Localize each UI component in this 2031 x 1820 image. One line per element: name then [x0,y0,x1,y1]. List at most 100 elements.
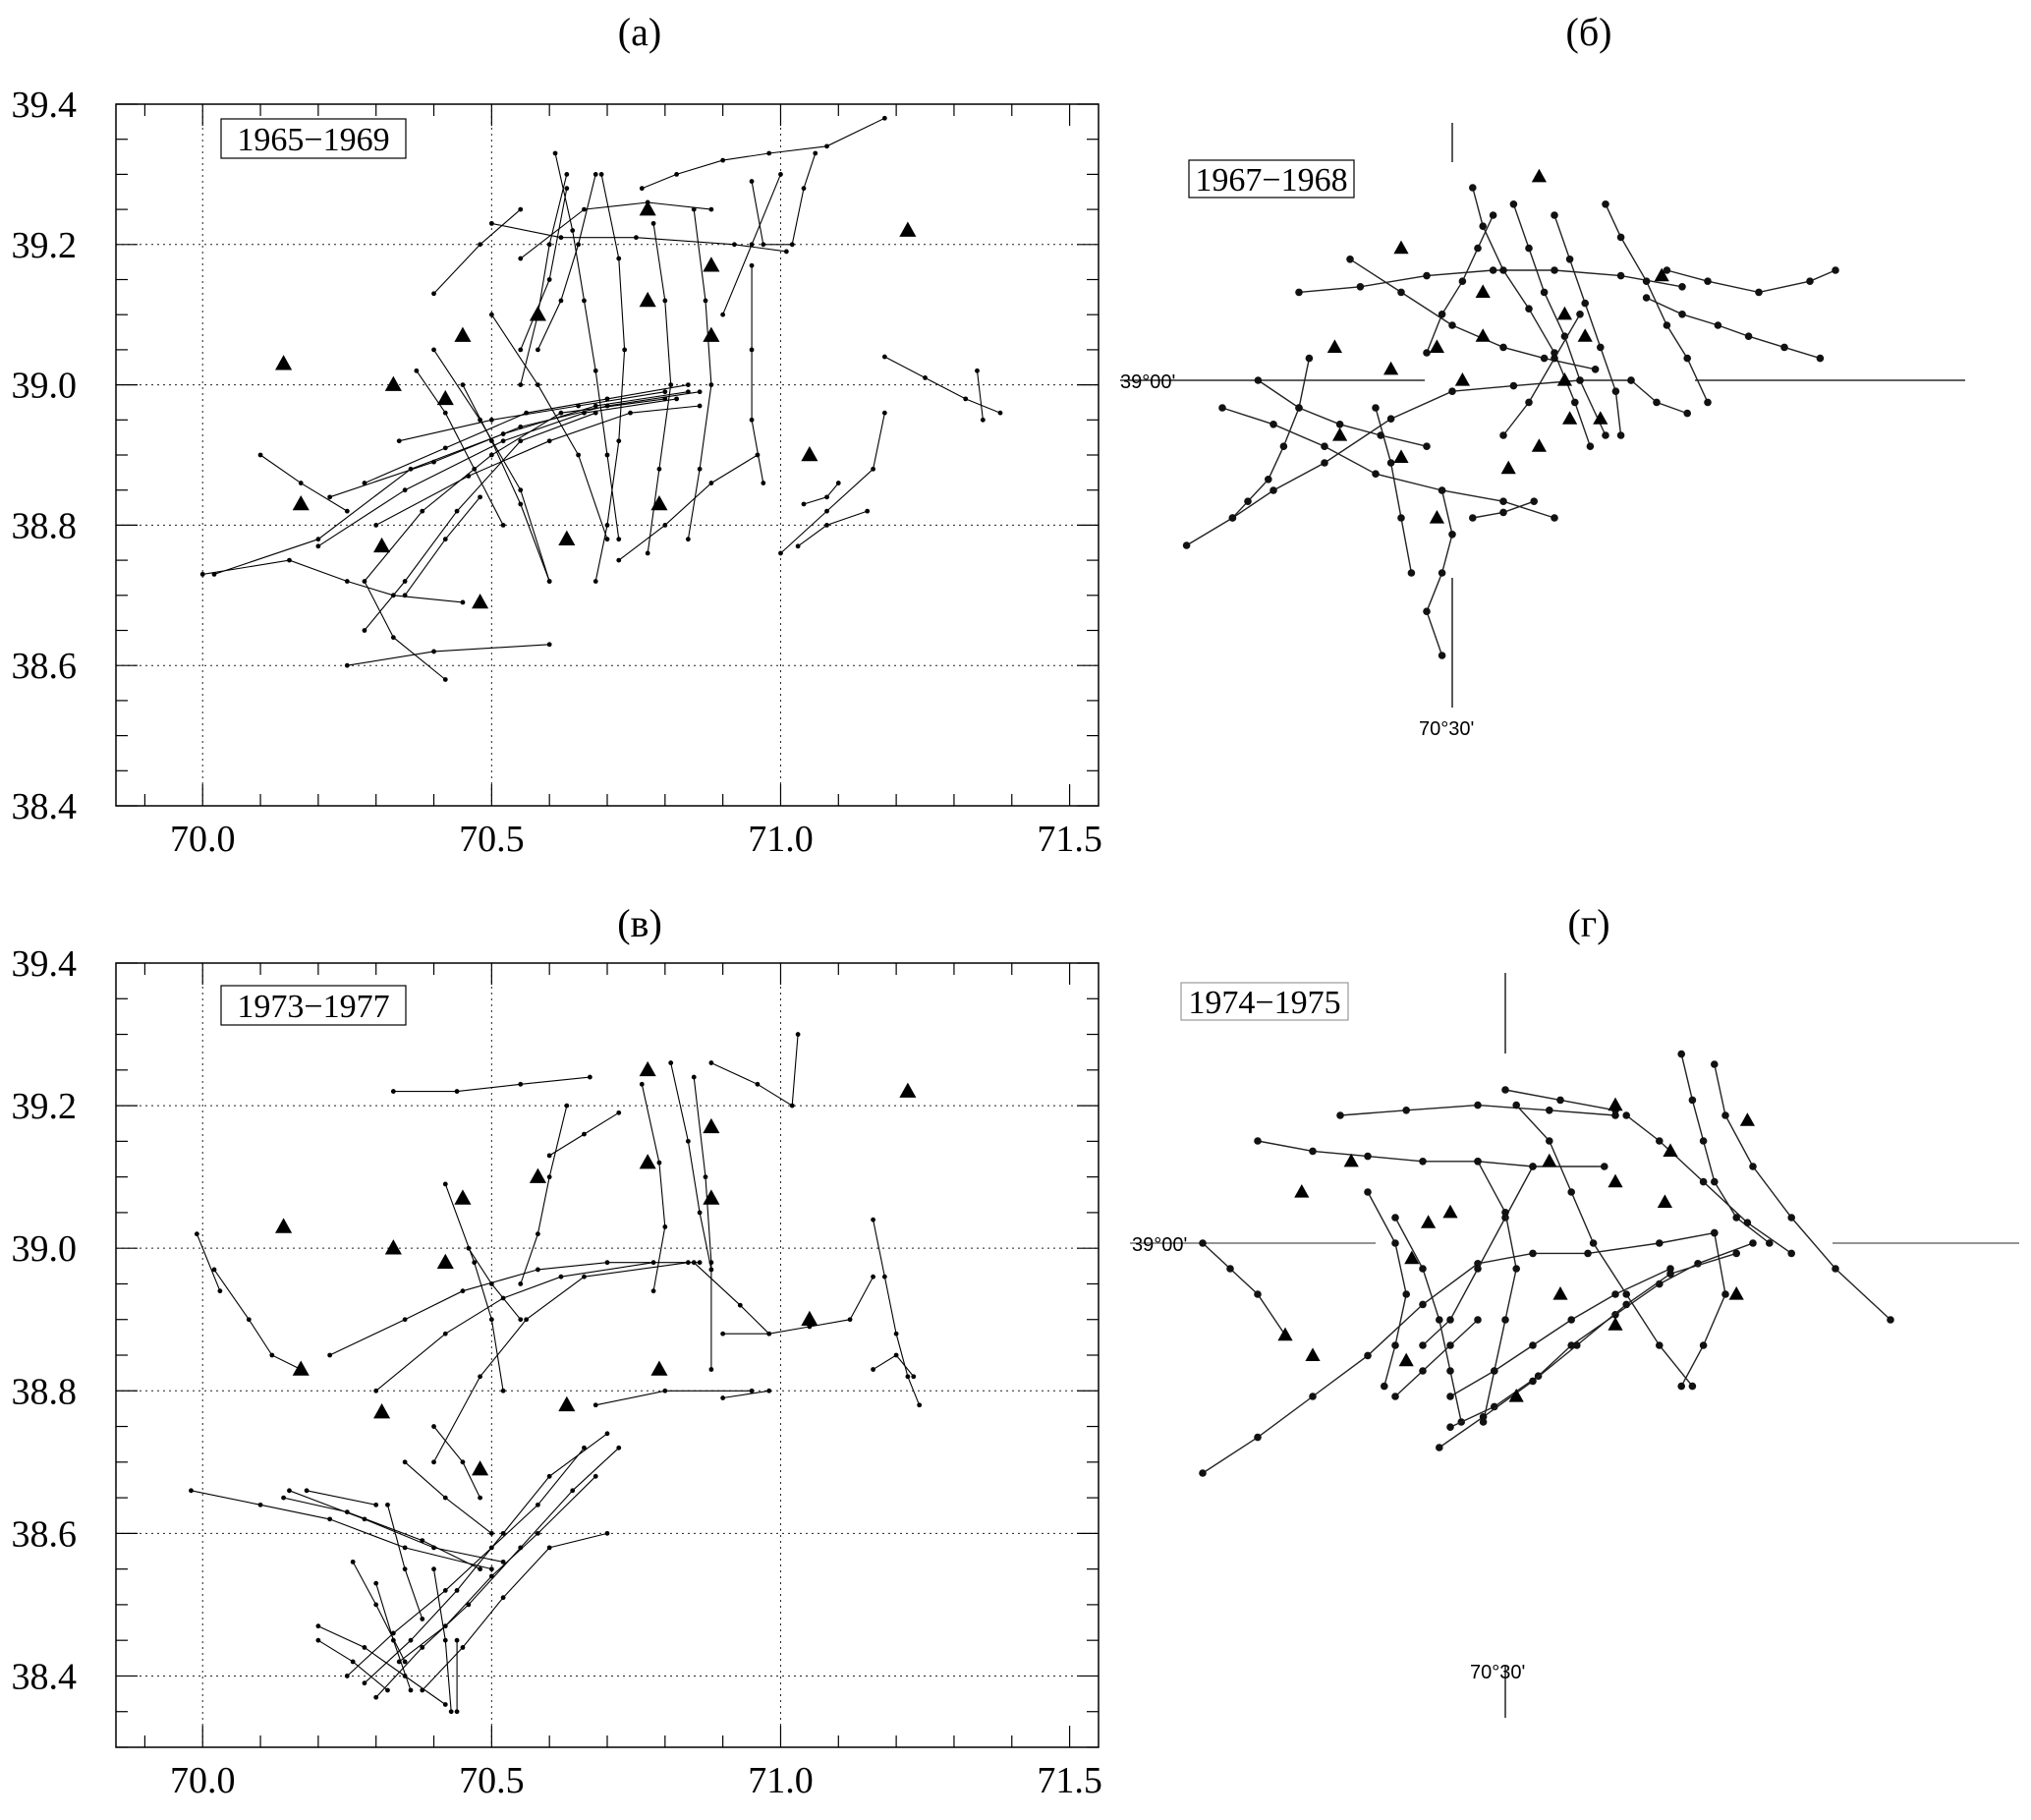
trajectory-line [520,1105,568,1284]
sketch-trajectory-point [1576,376,1584,384]
trajectory-line [191,1490,492,1570]
trajectory-point [662,298,668,304]
trajectory-point [881,354,887,360]
sketch-trajectory-point [1529,1249,1537,1258]
trajectory-line [468,1247,522,1321]
sketch-trajectory-point [1321,442,1328,451]
trajectory-point [478,1374,482,1380]
station-marker [472,1460,489,1476]
trajectory-point [576,242,581,248]
trajectory-point [865,508,871,514]
trajectory-point [871,466,875,472]
trajectory-point [592,1402,598,1408]
sketch-station-marker [1429,510,1444,524]
sketch-trajectory-point [1309,1393,1317,1400]
station-marker [472,593,489,609]
panel-a-period: 1965−1969 [237,122,389,158]
trajectory-point [518,382,524,387]
sketch-station-marker [1398,1352,1414,1367]
sketch-trajectory-point [1611,1111,1619,1119]
panel-label-a: (а) [618,10,661,54]
trajectory-point [546,242,552,248]
trajectory-point [373,523,379,528]
trajectory-point [344,662,350,668]
sketch-station-marker [1608,1317,1623,1331]
trajectory-point [431,649,436,654]
trajectory-point [431,347,436,353]
sketch-trajectory-line [1680,1232,1726,1387]
trajectory-point [189,1488,194,1494]
trajectory-point [362,1680,367,1686]
trajectory-point [518,1081,524,1087]
sketch-trajectory-point [1446,1423,1454,1431]
sketch-trajectory-point [1321,459,1328,467]
sketch-trajectory-point [1386,459,1395,467]
sketch-trajectory-line [1349,258,1596,370]
sketch-trajectory-point [1391,1341,1399,1349]
trajectory-line [751,152,817,246]
sketch-trajectory-point [1199,1469,1207,1477]
panel-label-c: (в) [617,901,662,945]
trajectory-point [582,1274,587,1280]
trajectory-point [708,382,714,387]
trajectory-point [778,172,783,177]
x-tick-label: 71.5 [1037,1760,1102,1801]
trajectory-point [488,1530,494,1536]
sketch-trajectory-line [1502,313,1581,436]
sketch-trajectory-line [1472,187,1592,447]
trajectory-point [592,1473,598,1479]
panel-d-sketch: 39°00' 70°30' 1974−1975 [1130,973,2019,1718]
sketch-trajectory-point [1501,1209,1509,1217]
sketch-trajectory-point [1551,266,1558,274]
trajectory-point [616,1445,622,1450]
sketch-trajectory-point [1611,1290,1619,1298]
trajectory-line [722,1390,769,1399]
x-tick-label: 71.0 [748,1760,814,1801]
trajectory-line [364,1433,608,1684]
trajectory-point [546,1545,552,1551]
trajectory-point [327,494,333,500]
sketch-station-marker [1508,1389,1524,1402]
trajectory-point [592,368,598,373]
trajectory-point [708,1260,714,1266]
sketch-station-marker [1454,372,1470,386]
trajectory-point [801,186,807,192]
sketch-trajectory-point [1688,1382,1697,1391]
trajectory-line [670,1062,712,1271]
trajectory-point [454,1637,460,1643]
trajectory-line [618,454,759,561]
sketch-trajectory-point [1749,1239,1757,1247]
trajectory-point [558,235,564,241]
sketch-trajectory-point [1666,1270,1674,1278]
trajectory-point [194,1231,199,1237]
sketch-trajectory-line [1680,1053,1771,1244]
sketch-station-marker [1593,411,1608,425]
sketch-trajectory-point [1597,343,1605,352]
y-tick-label: 38.6 [12,646,78,687]
trajectory-point [442,537,448,542]
trajectory-point [420,1538,425,1544]
panel-d-period-box [1180,982,1349,1021]
trajectory-line [710,1034,799,1108]
sketch-station-marker [1305,1347,1321,1361]
sketch-trajectory-point [1491,1402,1498,1411]
trajectory-point [257,452,263,458]
trajectory-point [396,438,402,444]
trajectory-point [402,1317,408,1323]
y-tick-label: 39.4 [12,85,78,126]
x-tick-label: 70.0 [170,1760,236,1801]
trajectory-point [546,1174,552,1180]
trajectory-point [749,417,755,423]
trajectory-point [518,487,524,493]
sketch-trajectory-line [1202,1242,1286,1336]
sketch-trajectory-point [1512,1101,1520,1109]
trajectory-point [650,220,656,226]
trajectory-line [346,1447,585,1677]
trajectory-point [582,206,587,212]
trajectory-point [645,550,650,556]
trajectory-point [546,1473,552,1479]
trajectory-point [576,403,581,409]
sketch-trajectory-point [1419,1341,1427,1349]
trajectory-point [478,1495,482,1501]
